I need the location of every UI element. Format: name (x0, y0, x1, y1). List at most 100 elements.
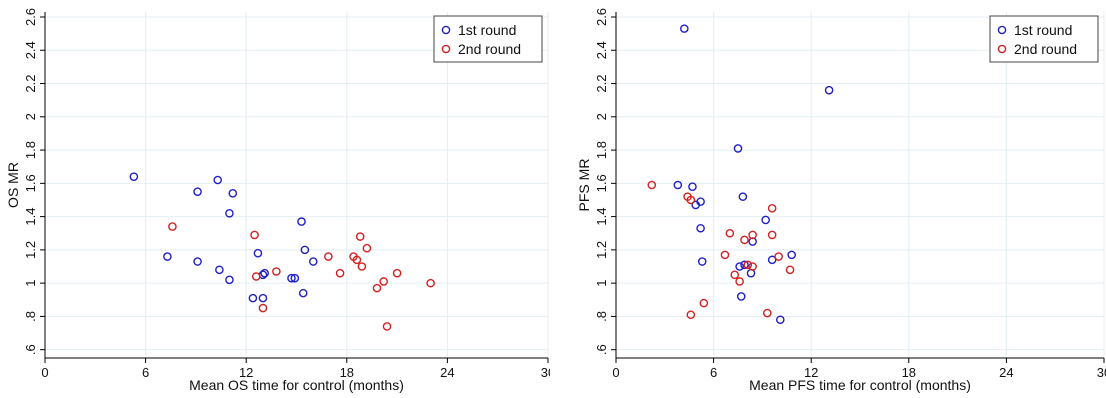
chart0-legend-label-1: 2nd round (458, 41, 521, 57)
chart1-series-1-point-15 (699, 298, 709, 308)
os-scatter-chart: .6 .8 1 1.2 1.4 1.6 1.8 2 2.2 2.4 2.6 0 6 12 18 24 30 Mea… (5, 8, 555, 393)
chart1-series-1-point-4 (725, 228, 735, 238)
chart1-legend-marker-1 (997, 44, 1007, 54)
chart0-y-tick-label-3: 1.2 (23, 241, 38, 259)
chart1-y-tick-label-8: 2.2 (594, 74, 609, 92)
chart1-y-tick-label-1: .8 (594, 311, 609, 322)
chart1-series-1-point-5 (748, 230, 757, 240)
chart0-y-tick-label-5: 1.6 (23, 174, 38, 192)
chart1-series-1-point-16 (762, 308, 772, 318)
chart1-series-1-point-9 (774, 252, 783, 261)
chart0-x-tick-label-5: 30 (541, 365, 550, 380)
chart1-series-1-point-13 (730, 270, 740, 280)
chart1-y-tick-label-5: 1.6 (594, 174, 609, 192)
chart1-series-1-point-10 (743, 260, 753, 270)
chart1-series-0-point-4 (688, 182, 697, 191)
chart0-series-0-point-5 (215, 265, 224, 275)
chart1-x-tick-label-2: 12 (804, 365, 818, 380)
chart1-series-0-point-12 (767, 255, 777, 265)
chart1-y-tick-label-4: 1.4 (594, 208, 609, 226)
pfs-scatter-chart: .6 .8 1 1.2 1.4 1.6 1.8 2 2.2 2.4 2.6 0 6 12 18 24 30 Mea… (576, 8, 1106, 393)
chart0-series-1-point-1 (250, 230, 259, 240)
chart1-y-tick-label-3: 1.2 (594, 241, 609, 259)
chart0-series-1-point-2 (251, 272, 261, 281)
chart1-series-0-point-8 (761, 215, 770, 225)
chart0-series-0-point-3 (193, 257, 202, 266)
chart1-series-0-point-15 (740, 260, 749, 270)
chart0-series-0-point-9 (248, 293, 258, 303)
chart0-series-1-point-12 (372, 283, 382, 293)
chart1-series-1-point-8 (720, 250, 730, 260)
os-scatter-panel: .6 .8 1 1.2 1.4 1.6 1.8 2 2.2 2.4 2.6 0 6 12 18 24 30 Mea… (0, 0, 555, 398)
chart0-x-tick-label-3: 18 (340, 365, 354, 380)
chart1-x-tick-label-4: 24 (999, 365, 1013, 380)
chart0-series-1-point-16 (426, 278, 435, 288)
chart0-y-axis-title: OS MR (5, 162, 21, 208)
chart0-y-tick-label-0: .6 (23, 344, 38, 355)
chart0-x-tick-label-2: 12 (239, 365, 253, 380)
chart0-series-1-point-4 (258, 303, 268, 313)
chart0-series-0-point-19 (298, 288, 308, 298)
chart0-series-0-point-17 (300, 245, 310, 255)
chart0-legend-marker-1 (441, 44, 451, 54)
chart1-series-1-point-7 (740, 235, 749, 245)
chart0-x-tick-label-4: 24 (440, 365, 454, 380)
chart0-series-0-point-10 (253, 248, 263, 258)
chart0-series-1-point-11 (362, 243, 372, 253)
chart1-series-1-point-11 (748, 262, 757, 271)
chart1-x-tick-label-3: 18 (902, 365, 916, 380)
chart0-series-1-point-0 (168, 222, 177, 231)
chart1-series-1-point-6 (767, 230, 777, 240)
chart0-series-0-point-8 (225, 275, 234, 285)
chart0-y-tick-label-4: 1.4 (23, 208, 38, 226)
chart0-series-1-point-15 (392, 268, 402, 278)
chart1-x-tick-label-5: 30 (1097, 365, 1106, 380)
chart1-y-axis-title: PFS MR (576, 159, 592, 212)
chart1-series-0-point-0 (680, 24, 689, 33)
chart1-series-1-point-12 (785, 265, 795, 275)
chart1-legend-label-1: 2nd round (1014, 41, 1077, 57)
chart1-legend (989, 15, 1099, 63)
chart1-y-tick-label-6: 1.8 (594, 141, 609, 159)
chart0-y-tick-label-10: 2.6 (23, 8, 38, 26)
chart0-series-0-point-18 (308, 257, 318, 266)
chart1-y-tick-label-0: .6 (594, 344, 609, 355)
chart0-y-tick-label-7: 2 (23, 113, 38, 120)
chart0-series-1-point-9 (355, 232, 365, 241)
chart1-series-1-point-14 (735, 277, 744, 286)
pfs-scatter-panel: .6 .8 1 1.2 1.4 1.6 1.8 2 2.2 2.4 2.6 0 6 12 18 24 30 Mea… (556, 0, 1106, 398)
chart0-series-0-point-1 (163, 252, 172, 261)
chart0-series-1-point-8 (352, 255, 362, 265)
chart0-x-tick-label-1: 6 (142, 365, 149, 380)
chart0-series-1-point-14 (382, 322, 392, 331)
chart0-x-tick-label-0: 0 (41, 365, 48, 380)
chart0-legend-label-0: 1st round (458, 22, 516, 38)
chart1-series-0-point-13 (697, 257, 707, 266)
chart0-series-1-point-6 (335, 268, 345, 278)
chart0-series-0-point-14 (287, 273, 296, 283)
chart0-series-0-point-7 (228, 189, 238, 198)
chart1-series-0-point-11 (787, 250, 796, 260)
chart0-legend-marker-0 (441, 25, 451, 35)
chart0-series-0-point-4 (213, 175, 222, 185)
chart0-y-tick-label-6: 1.8 (23, 141, 38, 159)
chart0-series-1-point-5 (324, 252, 333, 261)
chart0-series-1-point-3 (272, 267, 281, 276)
chart1-series-1-point-17 (686, 310, 696, 320)
chart0-series-1-point-13 (379, 277, 388, 286)
chart0-series-0-point-2 (193, 187, 202, 196)
chart1-series-0-point-1 (824, 85, 834, 95)
chart0-series-1-point-10 (357, 262, 367, 271)
chart1-series-0-point-5 (738, 192, 748, 201)
chart1-x-axis-title: Mean PFS time for control (months) (749, 377, 971, 393)
chart0-x-axis-title: Mean OS time for control (months) (189, 377, 404, 393)
chart1-legend-marker-0 (997, 25, 1007, 35)
chart0-series-0-point-13 (260, 268, 269, 278)
chart0-series-0-point-16 (297, 217, 306, 226)
chart1-y-tick-label-10: 2.6 (594, 8, 609, 26)
chart0-legend (433, 15, 543, 63)
chart1-series-0-point-18 (775, 315, 785, 325)
chart1-series-0-point-14 (735, 262, 744, 271)
chart1-series-1-point-3 (767, 203, 777, 213)
chart1-series-1-point-0 (647, 180, 657, 190)
